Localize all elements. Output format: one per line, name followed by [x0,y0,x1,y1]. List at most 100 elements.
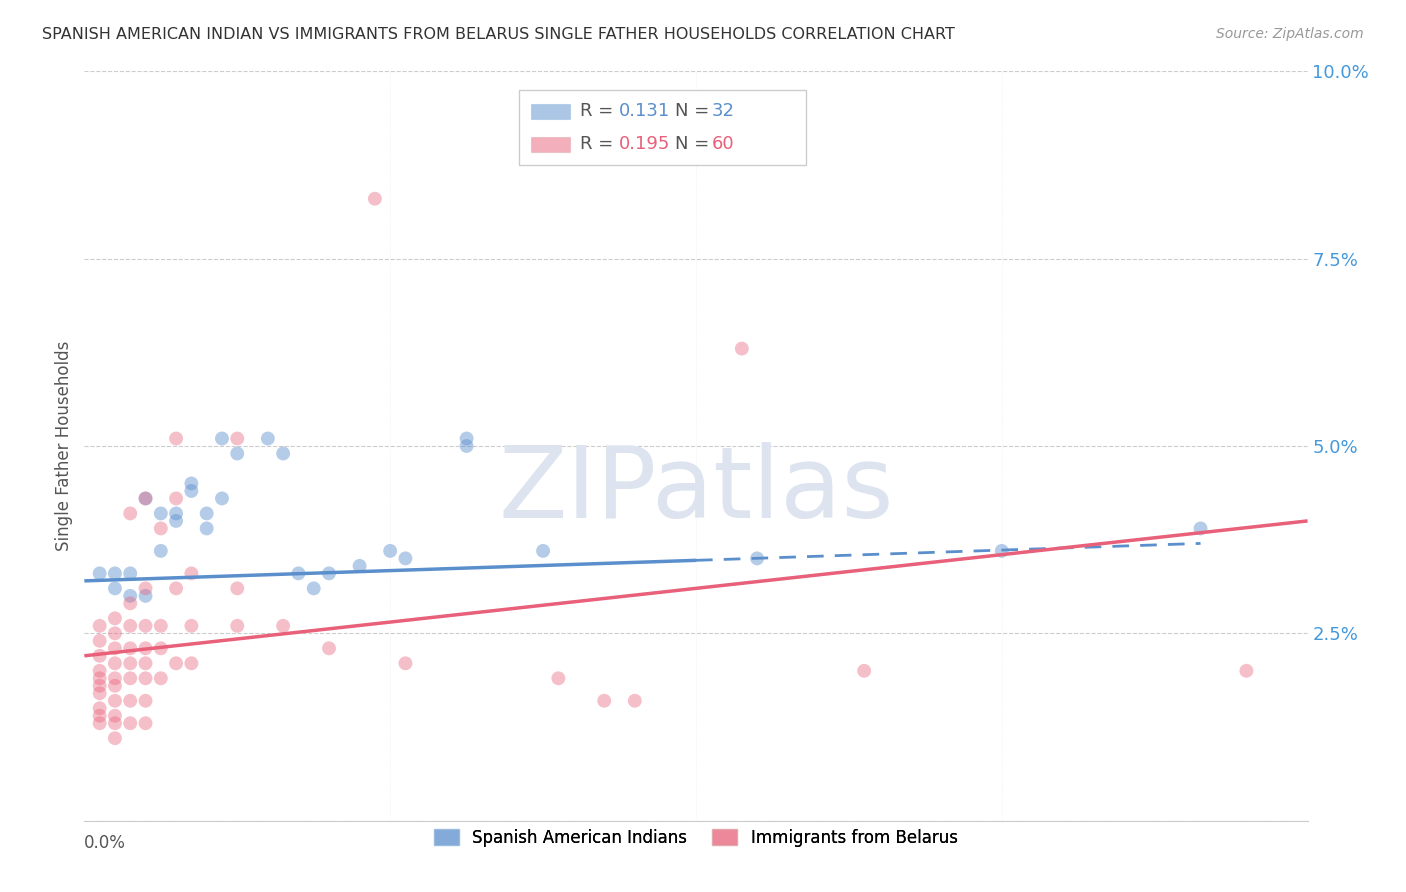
Point [271,446,294,460]
Point [89,679,111,693]
Text: 0.131: 0.131 [619,102,671,120]
Point [394,657,416,671]
Point [135,582,157,596]
Text: N =: N = [675,102,716,120]
Point [165,491,187,506]
Point [195,521,218,535]
Point [1236,664,1258,678]
Point [456,432,478,446]
Text: ZIPatlas: ZIPatlas [498,442,894,540]
Point [257,432,280,446]
Point [853,664,876,678]
Point [89,686,111,700]
Point [104,708,127,723]
Point [165,432,187,446]
Point [120,716,142,731]
Point [380,544,402,558]
Point [104,611,127,625]
Text: 32: 32 [711,102,735,120]
Point [165,514,187,528]
Point [180,483,202,498]
Text: 0.195: 0.195 [619,135,671,153]
Point [89,664,111,678]
Point [120,641,142,656]
Point [211,491,233,506]
Point [149,521,172,535]
Point [89,566,111,581]
Point [211,432,233,446]
Point [135,657,157,671]
Point [991,544,1014,558]
Point [180,619,202,633]
Point [149,544,172,558]
Point [531,544,554,558]
Text: N =: N = [675,135,716,153]
Point [180,566,202,581]
Point [226,446,249,460]
Text: Source: ZipAtlas.com: Source: ZipAtlas.com [1216,27,1364,41]
Point [104,626,127,640]
Point [135,671,157,685]
Point [89,708,111,723]
Text: R =: R = [579,102,619,120]
Point [747,551,769,566]
Point [135,619,157,633]
Point [180,476,202,491]
Point [135,589,157,603]
Point [394,551,416,566]
Point [135,641,157,656]
Point [318,641,340,656]
Point [287,566,309,581]
Y-axis label: Single Father Households: Single Father Households [55,341,73,551]
Point [165,657,187,671]
Point [104,671,127,685]
Point [149,671,172,685]
Point [104,731,127,746]
Point [135,491,157,506]
Text: R =: R = [579,135,619,153]
Point [104,694,127,708]
Point [226,582,249,596]
Point [149,507,172,521]
Point [120,694,142,708]
Point [195,507,218,521]
Point [89,701,111,715]
Point [120,507,142,521]
Text: 60: 60 [711,135,734,153]
Point [180,657,202,671]
Point [89,671,111,685]
Point [135,694,157,708]
Legend: Spanish American Indians, Immigrants from Belarus: Spanish American Indians, Immigrants fro… [427,822,965,854]
Text: SPANISH AMERICAN INDIAN VS IMMIGRANTS FROM BELARUS SINGLE FATHER HOUSEHOLDS CORR: SPANISH AMERICAN INDIAN VS IMMIGRANTS FR… [42,27,955,42]
Point [302,582,325,596]
Point [226,432,249,446]
Point [349,558,371,573]
Point [120,619,142,633]
Point [104,641,127,656]
Point [731,342,754,356]
Point [104,716,127,731]
Point [89,648,111,663]
Point [89,633,111,648]
FancyBboxPatch shape [531,103,569,119]
Point [120,671,142,685]
Point [104,566,127,581]
Point [364,192,387,206]
FancyBboxPatch shape [519,90,806,165]
Point [165,582,187,596]
Point [120,657,142,671]
Text: 0.0%: 0.0% [84,834,127,852]
Point [120,596,142,610]
Point [456,439,478,453]
Point [149,641,172,656]
Point [135,491,157,506]
FancyBboxPatch shape [531,136,569,152]
Point [226,619,249,633]
Point [1189,521,1212,535]
Point [104,679,127,693]
Point [89,619,111,633]
Point [104,582,127,596]
Point [149,619,172,633]
Point [593,694,616,708]
Point [104,657,127,671]
